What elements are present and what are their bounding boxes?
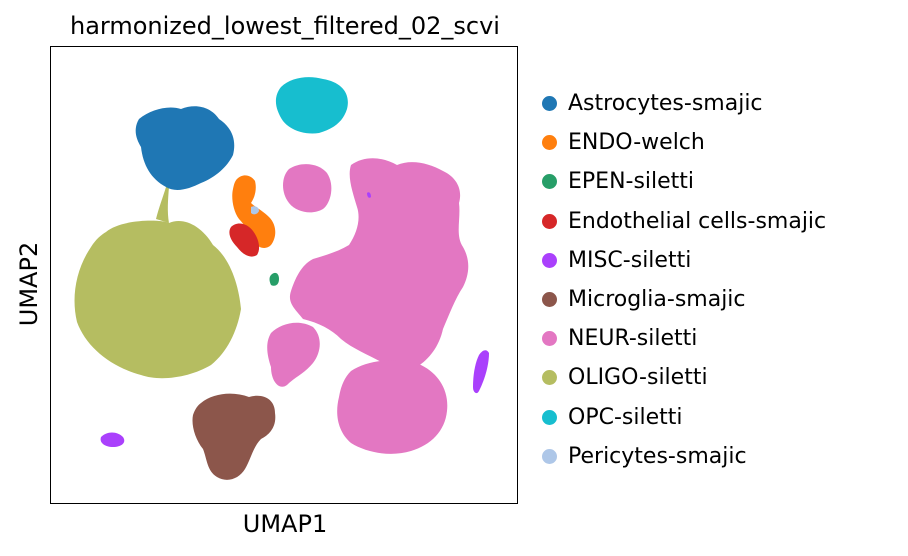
neur-cluster-main xyxy=(289,158,469,371)
legend-item: OPC-siletti xyxy=(542,398,826,437)
misc-cluster-small xyxy=(367,192,371,198)
oligo-cluster xyxy=(74,220,241,379)
pericytes-cluster xyxy=(251,206,259,215)
chart-title: harmonized_lowest_filtered_02_scvi xyxy=(70,12,500,40)
legend-marker xyxy=(542,292,557,308)
legend-item: OLIGO-siletti xyxy=(542,358,826,397)
legend-marker xyxy=(542,448,557,464)
legend-item: ENDO-welch xyxy=(542,123,826,162)
neur-cluster-bottom xyxy=(337,360,448,454)
legend-label: MISC-siletti xyxy=(568,247,692,273)
legend-label: Pericytes-smajic xyxy=(568,443,747,469)
legend-label: NEUR-siletti xyxy=(568,326,698,352)
legend-label: EPEN-siletti xyxy=(568,169,695,195)
legend-item: NEUR-siletti xyxy=(542,319,826,358)
legend-label: Astrocytes-smajic xyxy=(568,91,763,117)
legend-marker xyxy=(542,409,557,425)
oligo-stream xyxy=(156,187,169,223)
legend-marker xyxy=(542,213,557,229)
legend-marker xyxy=(542,174,557,190)
legend-item: Microglia-smajic xyxy=(542,280,826,319)
legend-marker xyxy=(542,252,557,268)
neur-cluster-left xyxy=(267,322,320,387)
neur-cluster-top xyxy=(283,164,332,213)
misc-cluster-right xyxy=(473,350,489,394)
legend-marker xyxy=(542,135,557,151)
plot-area xyxy=(50,46,518,504)
legend-label: OLIGO-siletti xyxy=(568,365,708,391)
y-axis-label: UMAP2 xyxy=(15,241,43,327)
astrocytes-cluster xyxy=(135,106,235,190)
umap-scatter xyxy=(74,77,489,480)
opc-cluster xyxy=(275,77,348,134)
legend-marker xyxy=(542,370,557,386)
endothelial-cluster xyxy=(229,223,260,257)
legend-label: OPC-siletti xyxy=(568,404,683,430)
legend-item: EPEN-siletti xyxy=(542,162,826,201)
legend-item: Astrocytes-smajic xyxy=(542,84,826,123)
legend-marker xyxy=(542,331,557,347)
legend-label: ENDO-welch xyxy=(568,130,705,156)
legend: Astrocytes-smajic ENDO-welch EPEN-siletti E… xyxy=(542,84,826,476)
legend-item: MISC-siletti xyxy=(542,241,826,280)
legend-label: Endothelial cells-smajic xyxy=(568,208,827,234)
epen-cluster xyxy=(269,272,279,286)
legend-item: Pericytes-smajic xyxy=(542,437,826,476)
misc-cluster-left xyxy=(100,432,125,447)
legend-item: Endothelial cells-smajic xyxy=(542,202,826,241)
legend-label: Microglia-smajic xyxy=(568,287,746,313)
legend-marker xyxy=(542,96,557,112)
x-axis-label: UMAP1 xyxy=(242,510,328,538)
microglia-cluster xyxy=(192,393,276,480)
